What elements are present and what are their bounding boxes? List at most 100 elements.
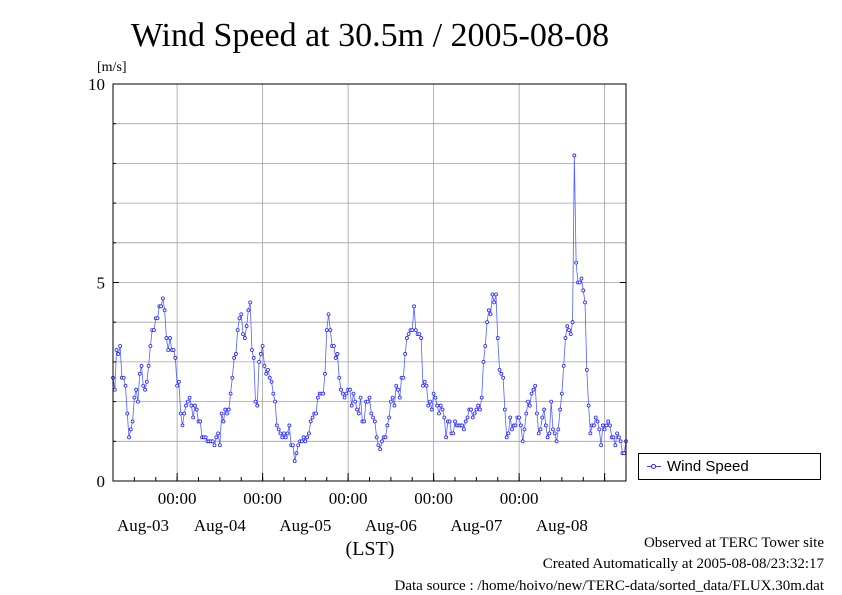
data-point	[292, 459, 297, 464]
data-point	[248, 300, 253, 305]
data-point	[600, 423, 605, 428]
data-point	[378, 447, 383, 452]
data-point	[476, 403, 481, 408]
data-point	[221, 419, 226, 424]
data-point	[520, 439, 525, 444]
series-line	[112, 155, 627, 462]
data-point	[442, 415, 447, 420]
data-point	[130, 419, 135, 424]
data-point	[321, 391, 326, 396]
data-point	[123, 383, 128, 388]
data-point	[545, 435, 550, 440]
data-point	[499, 371, 504, 376]
data-point	[527, 403, 532, 408]
footer-source: Data source : /home/hoivo/new/TERC-data/…	[394, 578, 825, 594]
data-point	[173, 356, 178, 360]
data-point	[273, 399, 277, 404]
x-tick-label-date: Aug-08	[536, 516, 588, 535]
data-point	[287, 423, 292, 428]
data-point	[451, 431, 456, 436]
data-point	[568, 332, 573, 337]
data-point	[440, 407, 445, 412]
data-point	[121, 375, 126, 380]
x-tick-label-date: Aug-07	[450, 516, 502, 535]
data-point	[543, 423, 548, 428]
data-point	[419, 336, 424, 340]
data-point	[479, 395, 484, 400]
data-point	[388, 399, 393, 404]
data-point	[524, 411, 529, 416]
data-point	[299, 439, 304, 444]
data-point	[348, 387, 352, 392]
data-point	[429, 407, 434, 412]
data-point	[225, 411, 229, 416]
data-point	[533, 383, 538, 388]
data-point	[481, 359, 486, 364]
data-point	[406, 332, 411, 337]
data-point	[337, 375, 342, 380]
data-point	[194, 407, 199, 412]
data-point	[276, 427, 281, 432]
data-point	[266, 367, 270, 372]
data-point	[604, 423, 609, 428]
data-point	[380, 439, 384, 444]
data-point	[324, 328, 329, 333]
data-point	[127, 435, 131, 440]
y-tick-label: 5	[97, 274, 106, 293]
data-point	[570, 320, 575, 325]
data-point	[385, 423, 390, 428]
data-point	[148, 344, 153, 348]
data-point	[372, 419, 377, 424]
data-point	[226, 407, 231, 412]
data-point	[328, 328, 333, 333]
data-point	[613, 443, 618, 448]
data-point	[599, 443, 603, 448]
data-point	[219, 411, 224, 416]
data-point	[132, 395, 137, 400]
legend-marker-icon	[651, 464, 656, 469]
data-point	[390, 395, 395, 400]
data-point	[488, 312, 493, 317]
data-point	[554, 439, 559, 444]
data-point	[184, 403, 188, 408]
data-point	[191, 415, 196, 420]
data-point	[136, 399, 140, 404]
data-point	[502, 407, 507, 412]
data-point	[559, 391, 564, 396]
data-point	[283, 435, 288, 440]
data-point	[536, 431, 541, 436]
data-point	[185, 399, 190, 404]
y-tick-label: 0	[97, 472, 106, 491]
data-point	[349, 403, 354, 408]
chart-legend: Wind Speed	[638, 453, 821, 480]
data-point	[118, 344, 123, 348]
data-point	[519, 423, 523, 428]
data-point	[513, 423, 518, 428]
data-point	[405, 336, 409, 340]
data-point	[506, 431, 511, 436]
data-point	[177, 379, 181, 384]
data-point	[597, 427, 602, 432]
data-point	[267, 375, 272, 380]
footer-created: Created Automatically at 2005-08-08/23:3…	[542, 556, 824, 572]
data-point	[250, 348, 254, 352]
data-point	[616, 435, 621, 440]
data-point	[403, 352, 408, 356]
data-point	[258, 352, 263, 356]
data-point	[134, 387, 139, 392]
data-point	[362, 419, 367, 424]
data-point	[291, 443, 295, 448]
x-tick-label-time: 00:00	[243, 489, 282, 508]
data-point	[246, 308, 251, 313]
x-tick-label-date: Aug-03	[117, 516, 169, 535]
data-point	[251, 356, 256, 360]
data-point	[435, 403, 440, 408]
data-point	[137, 371, 142, 376]
data-point	[583, 300, 587, 305]
data-point	[376, 443, 381, 448]
data-point	[593, 415, 598, 420]
data-point	[146, 363, 151, 368]
data-point	[510, 427, 514, 432]
data-point	[565, 324, 570, 329]
data-point	[160, 296, 165, 301]
